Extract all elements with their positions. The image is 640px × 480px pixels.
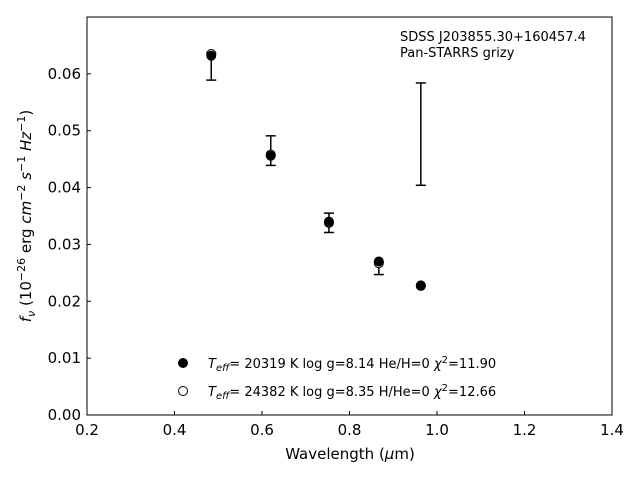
y-tick-label-4: 0.04 <box>48 179 81 197</box>
observed-errorbar-4 <box>415 82 426 187</box>
legend-marker-open <box>178 386 188 396</box>
model-filled-point-3 <box>373 256 384 267</box>
model-filled-point-0 <box>206 50 217 61</box>
model-filled-point-1 <box>265 150 276 161</box>
y-tick-label-6: 0.06 <box>48 65 81 83</box>
x-tick-label-0: 0.2 <box>75 421 99 439</box>
legend: Teff= 20319 K log g=8.14 He/H=0 χ2=11.90… <box>178 355 496 402</box>
y-tick-label-2: 0.02 <box>48 292 81 310</box>
x-tick-label-1: 0.4 <box>163 421 187 439</box>
x-tick-label-5: 1.2 <box>513 421 537 439</box>
x-axis-label: Wavelength (μm) <box>285 445 415 463</box>
y-tick-label-5: 0.05 <box>48 122 81 140</box>
x-tick-label-4: 1.0 <box>425 421 449 439</box>
plot-layer <box>206 48 426 291</box>
x-tick-label-3: 0.8 <box>338 421 362 439</box>
y-tick-label-1: 0.01 <box>48 349 81 367</box>
y-tick-label-0: 0.00 <box>48 406 81 424</box>
y-tick-label-3: 0.03 <box>48 235 81 253</box>
legend-marker-filled <box>178 358 188 368</box>
x-tick-label-6: 1.4 <box>600 421 624 439</box>
model-filled-point-2 <box>323 216 334 227</box>
legend-entry-2: Teff= 24382 K log g=8.35 H/He=0 χ2=12.66 <box>208 383 496 402</box>
y-axis-label: fν (10−26 erg cm−2 s−1 Hz−1) <box>15 110 38 323</box>
y-axis-ticks: 0.00 0.01 0.02 0.03 0.04 0.05 0.06 <box>48 65 91 424</box>
plot-frame <box>86 16 613 416</box>
annotation-survey: Pan-STARRS grizy <box>400 46 515 61</box>
x-tick-label-2: 0.6 <box>250 421 274 439</box>
annotation-object-name: SDSS J203855.30+160457.4 <box>400 30 586 45</box>
model-filled-point-4 <box>415 280 426 291</box>
x-axis-ticks: 0.2 0.4 0.6 0.8 1.0 1.2 1.4 <box>75 411 624 439</box>
legend-entry-1: Teff= 20319 K log g=8.14 He/H=0 χ2=11.90 <box>208 355 496 374</box>
